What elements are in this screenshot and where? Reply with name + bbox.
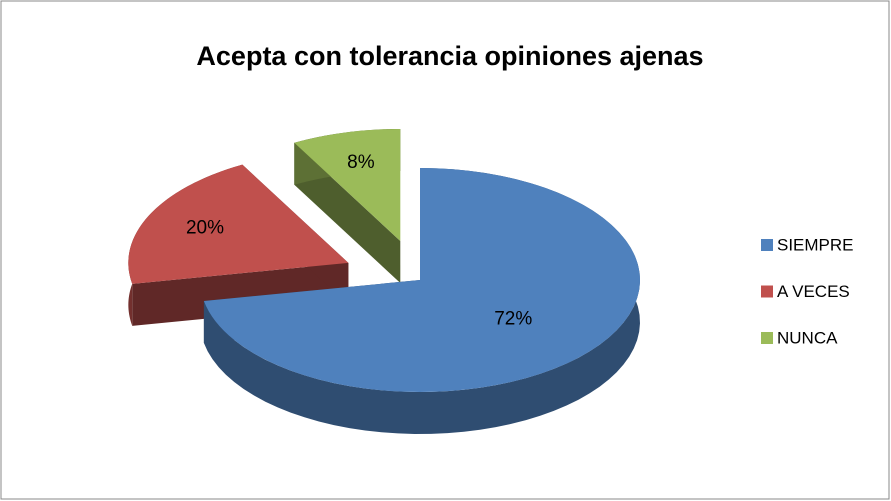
legend-label: NUNCA	[777, 328, 838, 347]
data-label: 8%	[347, 152, 375, 173]
legend-swatch	[761, 332, 773, 344]
data-label: 72%	[494, 308, 532, 329]
data-label: 20%	[186, 218, 224, 239]
chart-title: Acepta con tolerancia opiniones ajenas	[196, 41, 703, 71]
slice	[128, 164, 349, 284]
legend-label: SIEMPRE	[777, 235, 854, 254]
pie: 72% 20% 8%	[128, 128, 641, 434]
legend-swatch	[761, 239, 773, 251]
slice	[294, 128, 401, 241]
slice	[203, 168, 641, 392]
legend-label: A VECES	[777, 282, 850, 301]
legend-swatch	[761, 285, 773, 298]
legend: SIEMPRE A VECES NUNCA	[761, 235, 854, 347]
